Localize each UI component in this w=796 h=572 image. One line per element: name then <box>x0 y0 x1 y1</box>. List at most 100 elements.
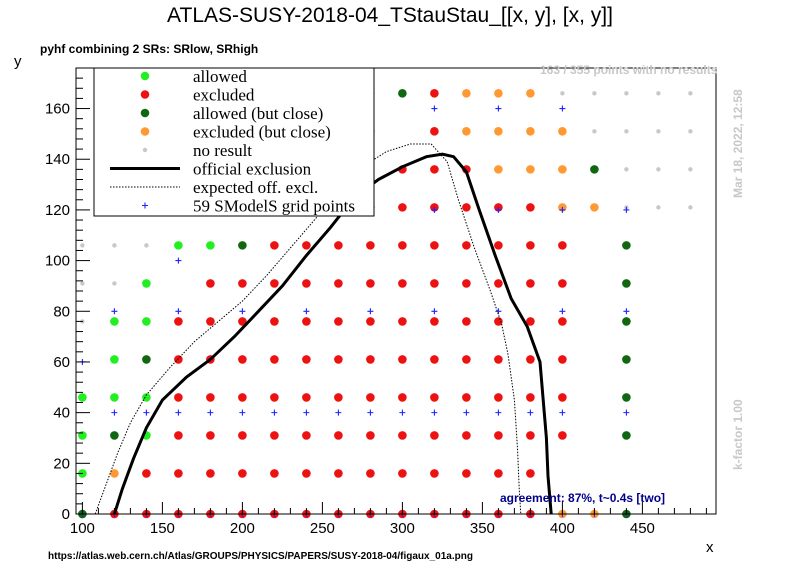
point-excluded <box>398 241 407 250</box>
grid-point-marker <box>495 105 502 112</box>
point-excluded <box>302 317 311 326</box>
point-excluded-close <box>526 165 535 174</box>
legend-marker <box>142 147 148 153</box>
point-excluded <box>494 317 503 326</box>
y-tick-label: 120 <box>45 202 70 219</box>
point-excluded <box>238 469 247 478</box>
point-excluded <box>494 241 503 250</box>
grid-point-marker <box>207 409 214 416</box>
legend-entry-grid-points: 59 SModelS grid points <box>142 197 355 216</box>
grid-point-marker <box>495 206 502 213</box>
point-excluded-close <box>462 127 471 136</box>
point-excluded <box>462 279 471 288</box>
point-excluded <box>558 393 567 402</box>
y-tick-label: 20 <box>53 455 70 472</box>
axes: 100 150 200 250 300 350 400 450 0 20 40 60 80 100 120 1… <box>45 67 717 537</box>
y-tick-label: 80 <box>53 303 70 320</box>
point-excluded <box>398 469 407 478</box>
x-tick-label: 300 <box>390 520 415 537</box>
point-excluded <box>334 317 343 326</box>
grid-point-marker <box>175 257 182 264</box>
point-no-result <box>560 91 565 96</box>
point-no-result <box>80 281 85 286</box>
point-no-result <box>624 167 629 172</box>
point-excluded <box>302 241 311 250</box>
point-excluded <box>366 355 375 364</box>
point-no-result <box>624 91 629 96</box>
plot-area <box>78 89 693 519</box>
legend-entry-official: official exclusion <box>110 160 312 179</box>
point-excluded <box>366 393 375 402</box>
point-no-result <box>656 167 661 172</box>
point-excluded <box>558 355 567 364</box>
point-excluded-close <box>558 165 567 174</box>
point-excluded <box>430 431 439 440</box>
point-allowed-close <box>110 431 119 440</box>
point-excluded <box>462 469 471 478</box>
point-excluded <box>526 393 535 402</box>
point-allowed <box>142 393 151 402</box>
point-allowed-close <box>622 279 631 288</box>
source-url: https://atlas.web.cern.ch/Atlas/GROUPS/P… <box>48 551 473 562</box>
grid-point-marker <box>559 105 566 112</box>
y-tick-label: 40 <box>53 405 70 422</box>
x-tick-label: 200 <box>230 520 255 537</box>
x-axis-label: x <box>706 539 714 556</box>
point-excluded <box>398 279 407 288</box>
point-excluded <box>526 203 535 212</box>
grid-point-marker <box>431 409 438 416</box>
point-excluded <box>430 241 439 250</box>
legend-label: excluded (but close) <box>193 123 331 142</box>
point-allowed-close <box>622 317 631 326</box>
point-excluded <box>430 317 439 326</box>
legend-box <box>93 67 375 217</box>
point-excluded-close <box>526 127 535 136</box>
point-excluded-close <box>494 127 503 136</box>
point-no-result <box>656 129 661 134</box>
point-excluded <box>334 279 343 288</box>
point-allowed-close <box>238 241 247 250</box>
point-excluded <box>302 355 311 364</box>
point-no-result <box>656 205 661 210</box>
legend-label: allowed (but close) <box>193 104 323 123</box>
grid-point-marker <box>527 409 534 416</box>
official-exclusion-curve <box>112 152 553 515</box>
point-excluded <box>206 279 215 288</box>
grid-point-marker <box>367 308 374 315</box>
legend-label: no result <box>193 141 252 160</box>
point-excluded-close <box>494 165 503 174</box>
point-excluded-close <box>558 127 567 136</box>
point-excluded <box>494 279 503 288</box>
grid-point-marker <box>111 409 118 416</box>
point-excluded <box>238 317 247 326</box>
chart-title: ATLAS-SUSY-2018-04_TStauStau_[[x, y], [x… <box>167 4 613 27</box>
point-excluded-close <box>110 469 119 478</box>
x-tick-label: 100 <box>70 520 95 537</box>
point-excluded-close <box>590 203 599 212</box>
legend-label: allowed <box>193 67 247 86</box>
point-excluded <box>526 355 535 364</box>
point-excluded <box>526 469 535 478</box>
point-excluded <box>206 393 215 402</box>
point-excluded <box>302 393 311 402</box>
grid-point-marker <box>623 308 630 315</box>
legend-label: 59 SModelS grid points <box>193 197 355 216</box>
point-excluded <box>302 431 311 440</box>
grid-point-marker <box>431 105 438 112</box>
legend-marker <box>140 108 150 118</box>
point-excluded <box>430 127 439 136</box>
x-tick-label: 250 <box>310 520 335 537</box>
point-excluded <box>270 241 279 250</box>
point-excluded <box>238 355 247 364</box>
y-tick-label: 160 <box>45 101 70 118</box>
point-no-result <box>688 205 693 210</box>
point-excluded <box>334 469 343 478</box>
legend-marker <box>142 202 148 209</box>
grid-point-marker <box>431 206 438 213</box>
x-tick-label: 450 <box>630 520 655 537</box>
point-excluded <box>270 393 279 402</box>
grid-point-marker <box>111 308 118 315</box>
point-allowed-close <box>622 431 631 440</box>
grid-point-marker <box>175 308 182 315</box>
point-excluded <box>430 279 439 288</box>
